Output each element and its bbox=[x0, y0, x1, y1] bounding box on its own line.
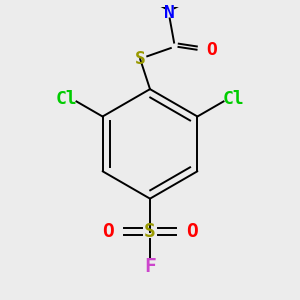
Text: F: F bbox=[144, 256, 156, 275]
Text: O: O bbox=[206, 41, 217, 59]
Text: N: N bbox=[164, 4, 175, 22]
Text: O: O bbox=[103, 222, 114, 241]
Text: Cl: Cl bbox=[56, 90, 77, 108]
Text: Cl: Cl bbox=[223, 90, 244, 108]
Text: S: S bbox=[135, 50, 146, 68]
Text: S: S bbox=[144, 222, 156, 241]
Text: O: O bbox=[186, 222, 197, 241]
